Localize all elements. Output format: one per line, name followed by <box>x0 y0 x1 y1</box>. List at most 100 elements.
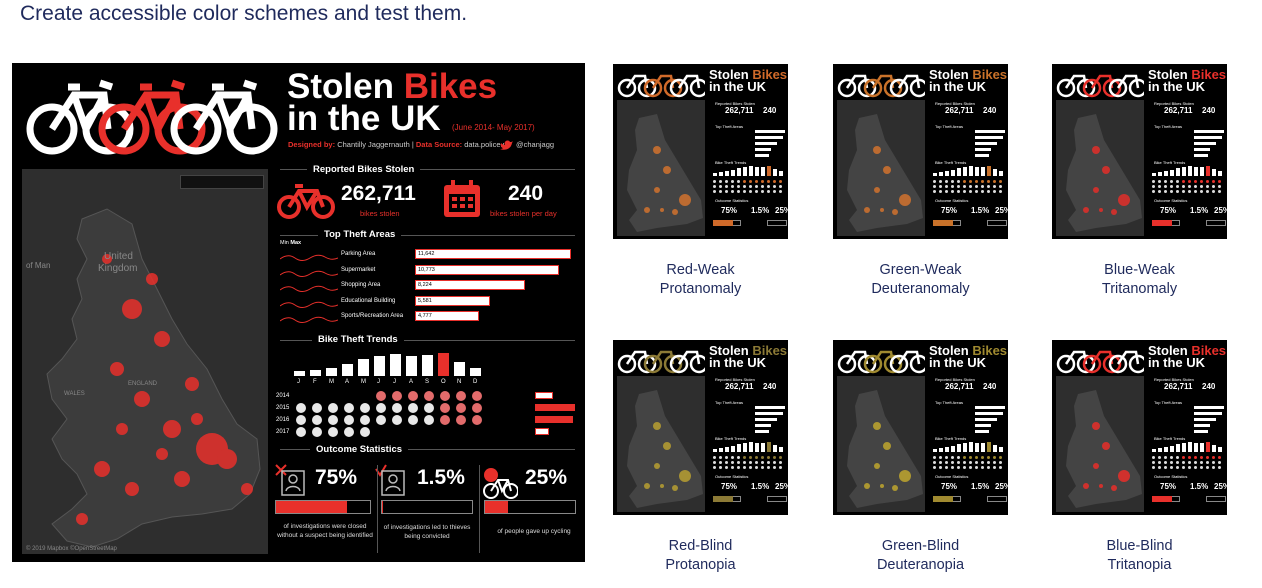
month-bar[interactable] <box>406 356 417 376</box>
year-total-bar[interactable] <box>535 404 575 411</box>
thumb-map[interactable] <box>1056 100 1144 236</box>
thumb-month-bar <box>981 167 985 176</box>
area-bar[interactable]: 10,773 <box>415 264 559 275</box>
thumb-map[interactable] <box>617 376 705 512</box>
trend-dot[interactable] <box>296 427 306 437</box>
month-bar[interactable] <box>454 362 465 376</box>
bike-icon <box>277 184 335 219</box>
trend-dot[interactable] <box>456 391 466 401</box>
thumb-map[interactable] <box>837 376 925 512</box>
trend-dot[interactable] <box>328 415 338 425</box>
trend-dot[interactable] <box>440 415 450 425</box>
trend-dot[interactable] <box>472 391 482 401</box>
year-total-bar[interactable] <box>535 416 573 423</box>
area-bar[interactable]: 11,642 <box>415 249 571 259</box>
thumbnail-6[interactable]: Stolen Bikes in the UK Reported Bikes Stol… <box>1052 340 1227 515</box>
area-bar[interactable]: 8,224 <box>415 280 525 290</box>
thumb-dot <box>773 466 776 469</box>
area-bar[interactable]: 4,777 <box>415 311 479 321</box>
trend-dot[interactable] <box>312 427 322 437</box>
trend-dot[interactable] <box>408 391 418 401</box>
trend-dot[interactable] <box>440 403 450 413</box>
uk-map[interactable]: United Kingdom of Man WALES ENGLAND © 20… <box>22 169 268 554</box>
thumb-month-bar <box>999 171 1003 176</box>
trend-dot[interactable] <box>312 415 322 425</box>
trend-dot[interactable] <box>392 391 402 401</box>
month-bar[interactable] <box>422 355 433 376</box>
thumb-map[interactable] <box>1056 376 1144 512</box>
month-bar[interactable] <box>326 368 337 376</box>
thumb-title-b: Bikes <box>972 67 1008 82</box>
thumbnail-3[interactable]: Stolen Bikes in the UK Reported Bikes Stol… <box>1052 64 1227 239</box>
trend-dot[interactable] <box>424 391 434 401</box>
thumb-pct-3: 25% <box>775 206 788 215</box>
thumb-dot <box>945 466 948 469</box>
trend-dot[interactable] <box>440 391 450 401</box>
outcome-title: Outcome Statistics <box>310 444 409 455</box>
thumbnail-2[interactable]: Stolen Bikes in the UK Reported Bikes Stol… <box>833 64 1008 239</box>
month-bar[interactable] <box>310 370 321 376</box>
map-label-england: ENGLAND <box>128 381 158 387</box>
trend-dot[interactable] <box>456 403 466 413</box>
year-total-bar[interactable] <box>535 392 553 399</box>
trend-dot[interactable] <box>360 427 370 437</box>
month-bar[interactable] <box>342 364 353 376</box>
year-total-bar[interactable] <box>535 428 549 435</box>
month-bar[interactable] <box>358 359 369 376</box>
thumb-dot <box>1206 185 1209 188</box>
month-bar[interactable] <box>470 368 481 376</box>
thumbnail-4[interactable]: Stolen Bikes in the UK Reported Bikes Stol… <box>613 340 788 515</box>
thumbnail-1[interactable]: Stolen Bikes in the UK Reported Bikes Stol… <box>613 64 788 239</box>
trend-dot[interactable] <box>408 403 418 413</box>
trend-dot[interactable] <box>344 427 354 437</box>
trend-dot[interactable] <box>424 415 434 425</box>
thumb-map[interactable] <box>837 100 925 236</box>
thumb-title-line2: in the UK <box>1148 355 1206 370</box>
trend-dot[interactable] <box>392 403 402 413</box>
trend-dot[interactable] <box>296 415 306 425</box>
thumb-dot <box>731 190 734 193</box>
thumb-area-bar <box>755 148 771 151</box>
thumb-title-line1: Stolen Bikes <box>709 67 787 82</box>
thumb-month-bar <box>939 448 943 452</box>
bicycles-logo-icon <box>837 350 925 374</box>
month-bar[interactable] <box>374 356 385 376</box>
trend-dot[interactable] <box>376 403 386 413</box>
thumb-dot <box>1194 466 1197 469</box>
trend-dot[interactable] <box>360 403 370 413</box>
trend-dot[interactable] <box>408 415 418 425</box>
trend-dot[interactable] <box>472 403 482 413</box>
trends-title: Bike Theft Trends <box>312 334 404 345</box>
trend-dot[interactable] <box>472 415 482 425</box>
thumb-dot <box>969 461 972 464</box>
trend-dot[interactable] <box>424 403 434 413</box>
thumb-month-bar <box>773 445 777 452</box>
month-bar[interactable] <box>390 354 401 376</box>
trend-dot[interactable] <box>376 415 386 425</box>
trend-dot[interactable] <box>456 415 466 425</box>
trend-dot[interactable] <box>376 391 386 401</box>
thumb-dot <box>1158 456 1161 459</box>
map-search-box[interactable] <box>180 175 264 189</box>
trend-dot[interactable] <box>328 427 338 437</box>
thumb-dot <box>1170 185 1173 188</box>
trend-dot[interactable] <box>344 415 354 425</box>
thumb-bar-3 <box>987 496 1007 502</box>
month-bar[interactable] <box>438 353 449 376</box>
month-bar[interactable] <box>294 371 305 376</box>
thumb-pct-1: 75% <box>1160 206 1177 215</box>
thumb-pct-2: 1.5% <box>1190 206 1209 215</box>
thumbnail-5[interactable]: Stolen Bikes in the UK Reported Bikes Stol… <box>833 340 1008 515</box>
thumb-outcome-label: Outcome Statistics <box>1154 198 1188 203</box>
trend-dot[interactable] <box>328 403 338 413</box>
thumbnail-caption-3: Blue-Weak Tritanomaly <box>1052 261 1227 299</box>
thumb-map[interactable] <box>617 100 705 236</box>
trend-dot[interactable] <box>360 415 370 425</box>
thumb-area-bar <box>975 406 1005 409</box>
thumb-month-bar <box>713 173 717 176</box>
trend-dot[interactable] <box>392 415 402 425</box>
trend-dot[interactable] <box>312 403 322 413</box>
trend-dot[interactable] <box>296 403 306 413</box>
area-bar[interactable]: 5,581 <box>415 295 490 306</box>
trend-dot[interactable] <box>344 403 354 413</box>
